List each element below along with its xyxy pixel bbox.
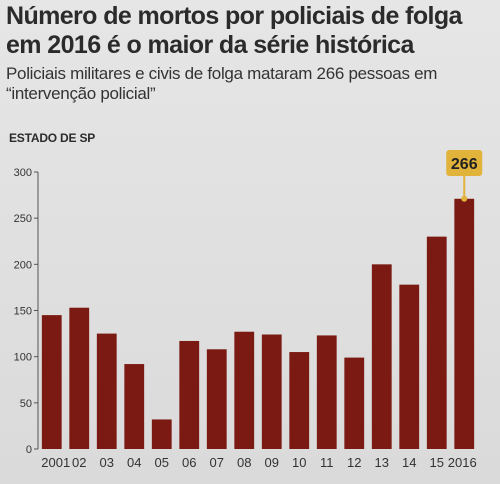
y-tick-label: 250 xyxy=(14,213,32,225)
region-label: ESTADO DE SP xyxy=(9,131,96,145)
bar xyxy=(371,264,392,449)
x-tick-label: 02 xyxy=(72,455,86,470)
x-tick-label: 2001 xyxy=(41,455,70,470)
x-tick-label: 06 xyxy=(182,455,196,470)
bar xyxy=(41,315,62,449)
x-tick-label: 12 xyxy=(347,455,361,470)
bar xyxy=(316,335,337,449)
x-tick-label: 07 xyxy=(210,455,224,470)
bar xyxy=(124,364,145,449)
y-tick-label: 150 xyxy=(14,306,32,318)
bar xyxy=(454,198,475,449)
y-axis: 0 50 100 150 200 250 300 xyxy=(14,167,39,456)
y-tick-label: 200 xyxy=(14,259,32,271)
y-tick-label: 0 xyxy=(26,444,32,456)
x-tick-label: 03 xyxy=(100,455,114,470)
x-axis: 2001 02 03 04 05 06 07 08 09 10 11 12 13 14 15 2016 xyxy=(41,455,476,470)
chart-subtitle: Policiais militares e civis de folga mat… xyxy=(6,64,438,103)
x-tick-label: 04 xyxy=(127,455,141,470)
bar xyxy=(206,349,227,449)
bar xyxy=(96,333,117,449)
bar xyxy=(234,331,255,449)
x-tick-label: 10 xyxy=(292,455,306,470)
x-tick-label: 08 xyxy=(237,455,251,470)
bar xyxy=(399,284,420,449)
y-tick-label: 100 xyxy=(14,352,32,364)
x-tick-label: 09 xyxy=(265,455,279,470)
x-tick-label: 13 xyxy=(375,455,389,470)
chart-title: Número de mortos por policiais de folga … xyxy=(6,2,462,59)
bar xyxy=(179,340,200,449)
annotation-box xyxy=(446,150,483,176)
bar xyxy=(261,334,282,449)
x-tick-label: 05 xyxy=(155,455,169,470)
x-tick-label: 11 xyxy=(320,455,334,470)
annotation-group: 266 xyxy=(446,150,483,202)
bar xyxy=(344,357,365,449)
bar xyxy=(289,352,310,449)
bar xyxy=(69,307,90,449)
annotation-label: 266 xyxy=(451,156,478,173)
x-tick-label: 14 xyxy=(402,455,416,470)
x-tick-label: 15 xyxy=(430,455,444,470)
bars-group xyxy=(41,198,475,449)
annotation-dot xyxy=(461,195,468,202)
x-tick-label: 2016 xyxy=(448,455,477,470)
bar xyxy=(426,236,447,449)
y-tick-label: 300 xyxy=(14,167,32,179)
bar xyxy=(151,419,172,449)
y-tick-label: 50 xyxy=(20,398,32,410)
